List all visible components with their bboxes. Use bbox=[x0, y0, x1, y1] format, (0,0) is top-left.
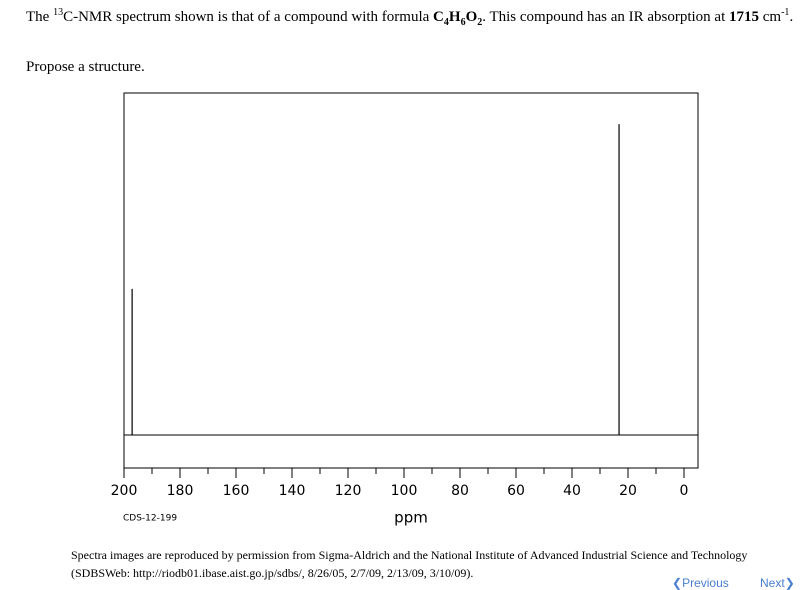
spectrum: CDS-12-199 ppm 200 180 160 140 120 100 80 60 40 2… bbox=[111, 92, 699, 527]
count: 2 bbox=[477, 17, 483, 28]
x-axis-label: ppm bbox=[394, 509, 428, 527]
text: . bbox=[789, 9, 794, 25]
isotope: 13 bbox=[53, 7, 64, 18]
x-tick-label: 160 bbox=[223, 483, 250, 499]
element: C bbox=[433, 9, 444, 25]
x-tick-label: 60 bbox=[507, 483, 525, 499]
credit-line: Spectra images are reproduced by permiss… bbox=[71, 548, 748, 562]
label: Next bbox=[760, 576, 785, 590]
question: The 13C-NMR spectrum shown is that of a … bbox=[26, 2, 796, 34]
text: C-NMR spectrum shown is that of a compou… bbox=[63, 9, 434, 25]
spectrum-code: CDS-12-199 bbox=[123, 514, 177, 524]
x-tick-label: 180 bbox=[167, 483, 194, 499]
count: 4 bbox=[443, 17, 449, 28]
element: H bbox=[448, 9, 461, 25]
x-tick-label: 120 bbox=[335, 483, 362, 499]
element: O bbox=[465, 9, 478, 25]
x-tick-label: 0 bbox=[680, 483, 689, 499]
x-tick-label: 80 bbox=[451, 483, 469, 499]
credit-line: (SDBSWeb: http://riodb01.ibase.aist.go.j… bbox=[71, 566, 474, 580]
text: The bbox=[26, 9, 54, 25]
x-tick-label: 100 bbox=[391, 483, 418, 499]
x-tick-label: 200 bbox=[111, 483, 138, 499]
x-tick-label: 140 bbox=[279, 483, 306, 499]
label: Previous bbox=[682, 576, 729, 590]
formula: C4H6O2 bbox=[433, 9, 483, 28]
next-button[interactable]: Next❯ bbox=[760, 576, 795, 590]
credit: Spectra images are reproduced by permiss… bbox=[71, 546, 747, 582]
x-tick-label: 20 bbox=[619, 483, 637, 499]
plot-frame bbox=[123, 92, 699, 469]
prompt: Propose a structure. bbox=[26, 59, 145, 75]
count: 6 bbox=[460, 17, 466, 28]
exponent: -1 bbox=[781, 7, 790, 18]
ir-value: 1715 bbox=[729, 9, 760, 25]
previous-button[interactable]: ❮Previous bbox=[672, 576, 729, 590]
unit: cm bbox=[759, 9, 782, 25]
text: . This compound has an IR absorption at bbox=[482, 9, 730, 25]
x-tick-label: 40 bbox=[563, 483, 581, 499]
